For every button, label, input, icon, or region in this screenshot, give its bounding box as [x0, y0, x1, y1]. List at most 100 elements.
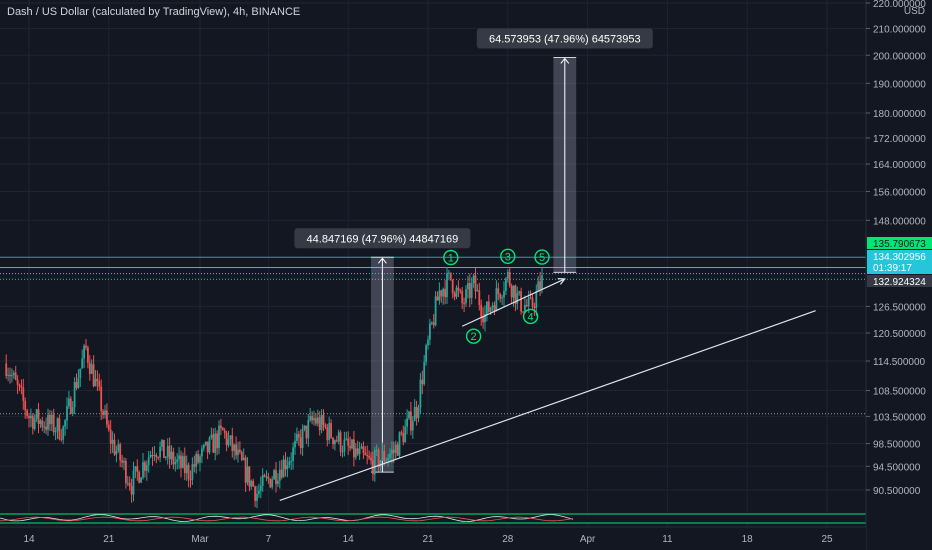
candle-body	[111, 439, 114, 444]
price-tick-label: 108.500000	[873, 387, 926, 398]
price-axis-ticks: 220.000000 210.000000 200.000000 190.000000…	[866, 0, 926, 497]
candle-body	[56, 418, 59, 432]
candle-body	[123, 460, 125, 463]
candle-body	[96, 378, 99, 382]
candle-body	[30, 415, 32, 419]
candle-body	[49, 414, 51, 425]
candle-body	[83, 345, 85, 359]
candle-body	[282, 459, 285, 478]
candle-body	[522, 311, 524, 313]
candle-body	[486, 301, 488, 314]
candle-body	[77, 377, 80, 388]
candle-body	[375, 449, 378, 451]
candle-body	[212, 434, 215, 453]
projection-label: 44.847169 (47.96%) 44847169	[307, 233, 459, 245]
candle-body	[455, 287, 458, 297]
candle-body	[28, 415, 30, 419]
candle-body	[153, 454, 156, 457]
candle-body	[362, 446, 365, 453]
candle-body	[303, 425, 306, 429]
candle-body	[147, 457, 150, 465]
time-tick-label: 18	[742, 534, 754, 545]
candle-body	[246, 466, 249, 483]
candle-body	[252, 481, 255, 487]
trendlines[interactable]	[279, 278, 816, 501]
time-axis[interactable]	[0, 527, 866, 550]
candle-body	[472, 275, 475, 284]
candle-body	[26, 410, 28, 416]
time-axis-ticks: 14 21 Mar 7 14 21 28 Apr 11 18 25	[23, 534, 833, 545]
candle-body	[54, 431, 57, 433]
candle-body	[541, 275, 543, 290]
candle-body	[529, 297, 532, 299]
candle-body	[354, 448, 357, 458]
price-tick-label: 210.000000	[873, 25, 926, 36]
candle-body	[202, 444, 205, 449]
candle-body	[316, 417, 319, 424]
price-tick-label: 94.500000	[873, 462, 921, 473]
time-tick-label: 21	[422, 534, 434, 545]
price-label-text: 134.302956	[873, 252, 926, 263]
candle-body	[117, 444, 120, 452]
candle-body	[92, 364, 95, 387]
candle-body	[176, 459, 179, 463]
candle-body	[259, 485, 262, 491]
candle-body	[377, 449, 380, 468]
time-tick-label: 21	[103, 534, 115, 545]
candle-body	[520, 291, 522, 312]
candle-body	[406, 418, 408, 427]
candle-body	[334, 440, 336, 445]
projection-boxes: 44.847169 (47.96%) 44847169 64.573953 (47…	[294, 28, 653, 473]
price-tick-label: 126.500000	[873, 302, 926, 313]
candle-body	[174, 462, 177, 465]
candle-body	[299, 437, 302, 449]
time-tick-label: 14	[343, 534, 355, 545]
candle-body	[468, 283, 471, 298]
candle-body	[335, 440, 338, 442]
candle-body	[104, 410, 106, 415]
price-tick-label: 148.000000	[873, 216, 926, 227]
candle-body	[210, 434, 213, 438]
candle-body	[341, 451, 344, 453]
candle-body	[220, 425, 222, 428]
candle-body	[501, 297, 503, 299]
wave-labels[interactable]: 1 2 3 4 5	[443, 248, 550, 344]
indicator-signal	[0, 516, 574, 522]
candle-body	[347, 438, 350, 447]
indicator-pane	[0, 513, 866, 524]
price-label-bg	[867, 275, 932, 287]
candle-body	[22, 387, 25, 401]
candle-body	[263, 475, 266, 477]
candle-body	[320, 414, 323, 431]
candle-body	[381, 450, 384, 461]
candle-body	[495, 288, 498, 312]
candle-body	[126, 482, 129, 484]
candle-body	[119, 444, 122, 461]
candle-body	[64, 420, 66, 427]
candle-body	[322, 414, 325, 425]
candle-body	[315, 418, 317, 424]
candle-body	[351, 439, 353, 449]
candle-body	[208, 437, 211, 453]
candle-body	[448, 272, 450, 274]
candle-body	[52, 414, 55, 433]
trendline-arrowhead	[557, 278, 566, 285]
candle-body	[107, 424, 110, 430]
candle-body	[85, 345, 87, 348]
candle-body	[305, 425, 308, 439]
wave-label: 3	[505, 251, 511, 263]
candle-body	[482, 316, 484, 323]
candle-body	[134, 466, 137, 471]
candle-body	[183, 456, 186, 474]
candles[interactable]	[5, 266, 543, 509]
candle-body	[512, 285, 515, 298]
candle-body	[204, 441, 207, 445]
candle-body	[14, 372, 17, 380]
candle-body	[166, 445, 169, 457]
candle-body	[446, 273, 448, 298]
wave-label: 4	[528, 311, 534, 323]
candle-body	[474, 275, 477, 292]
candle-body	[68, 398, 70, 407]
candle-body	[235, 444, 237, 456]
